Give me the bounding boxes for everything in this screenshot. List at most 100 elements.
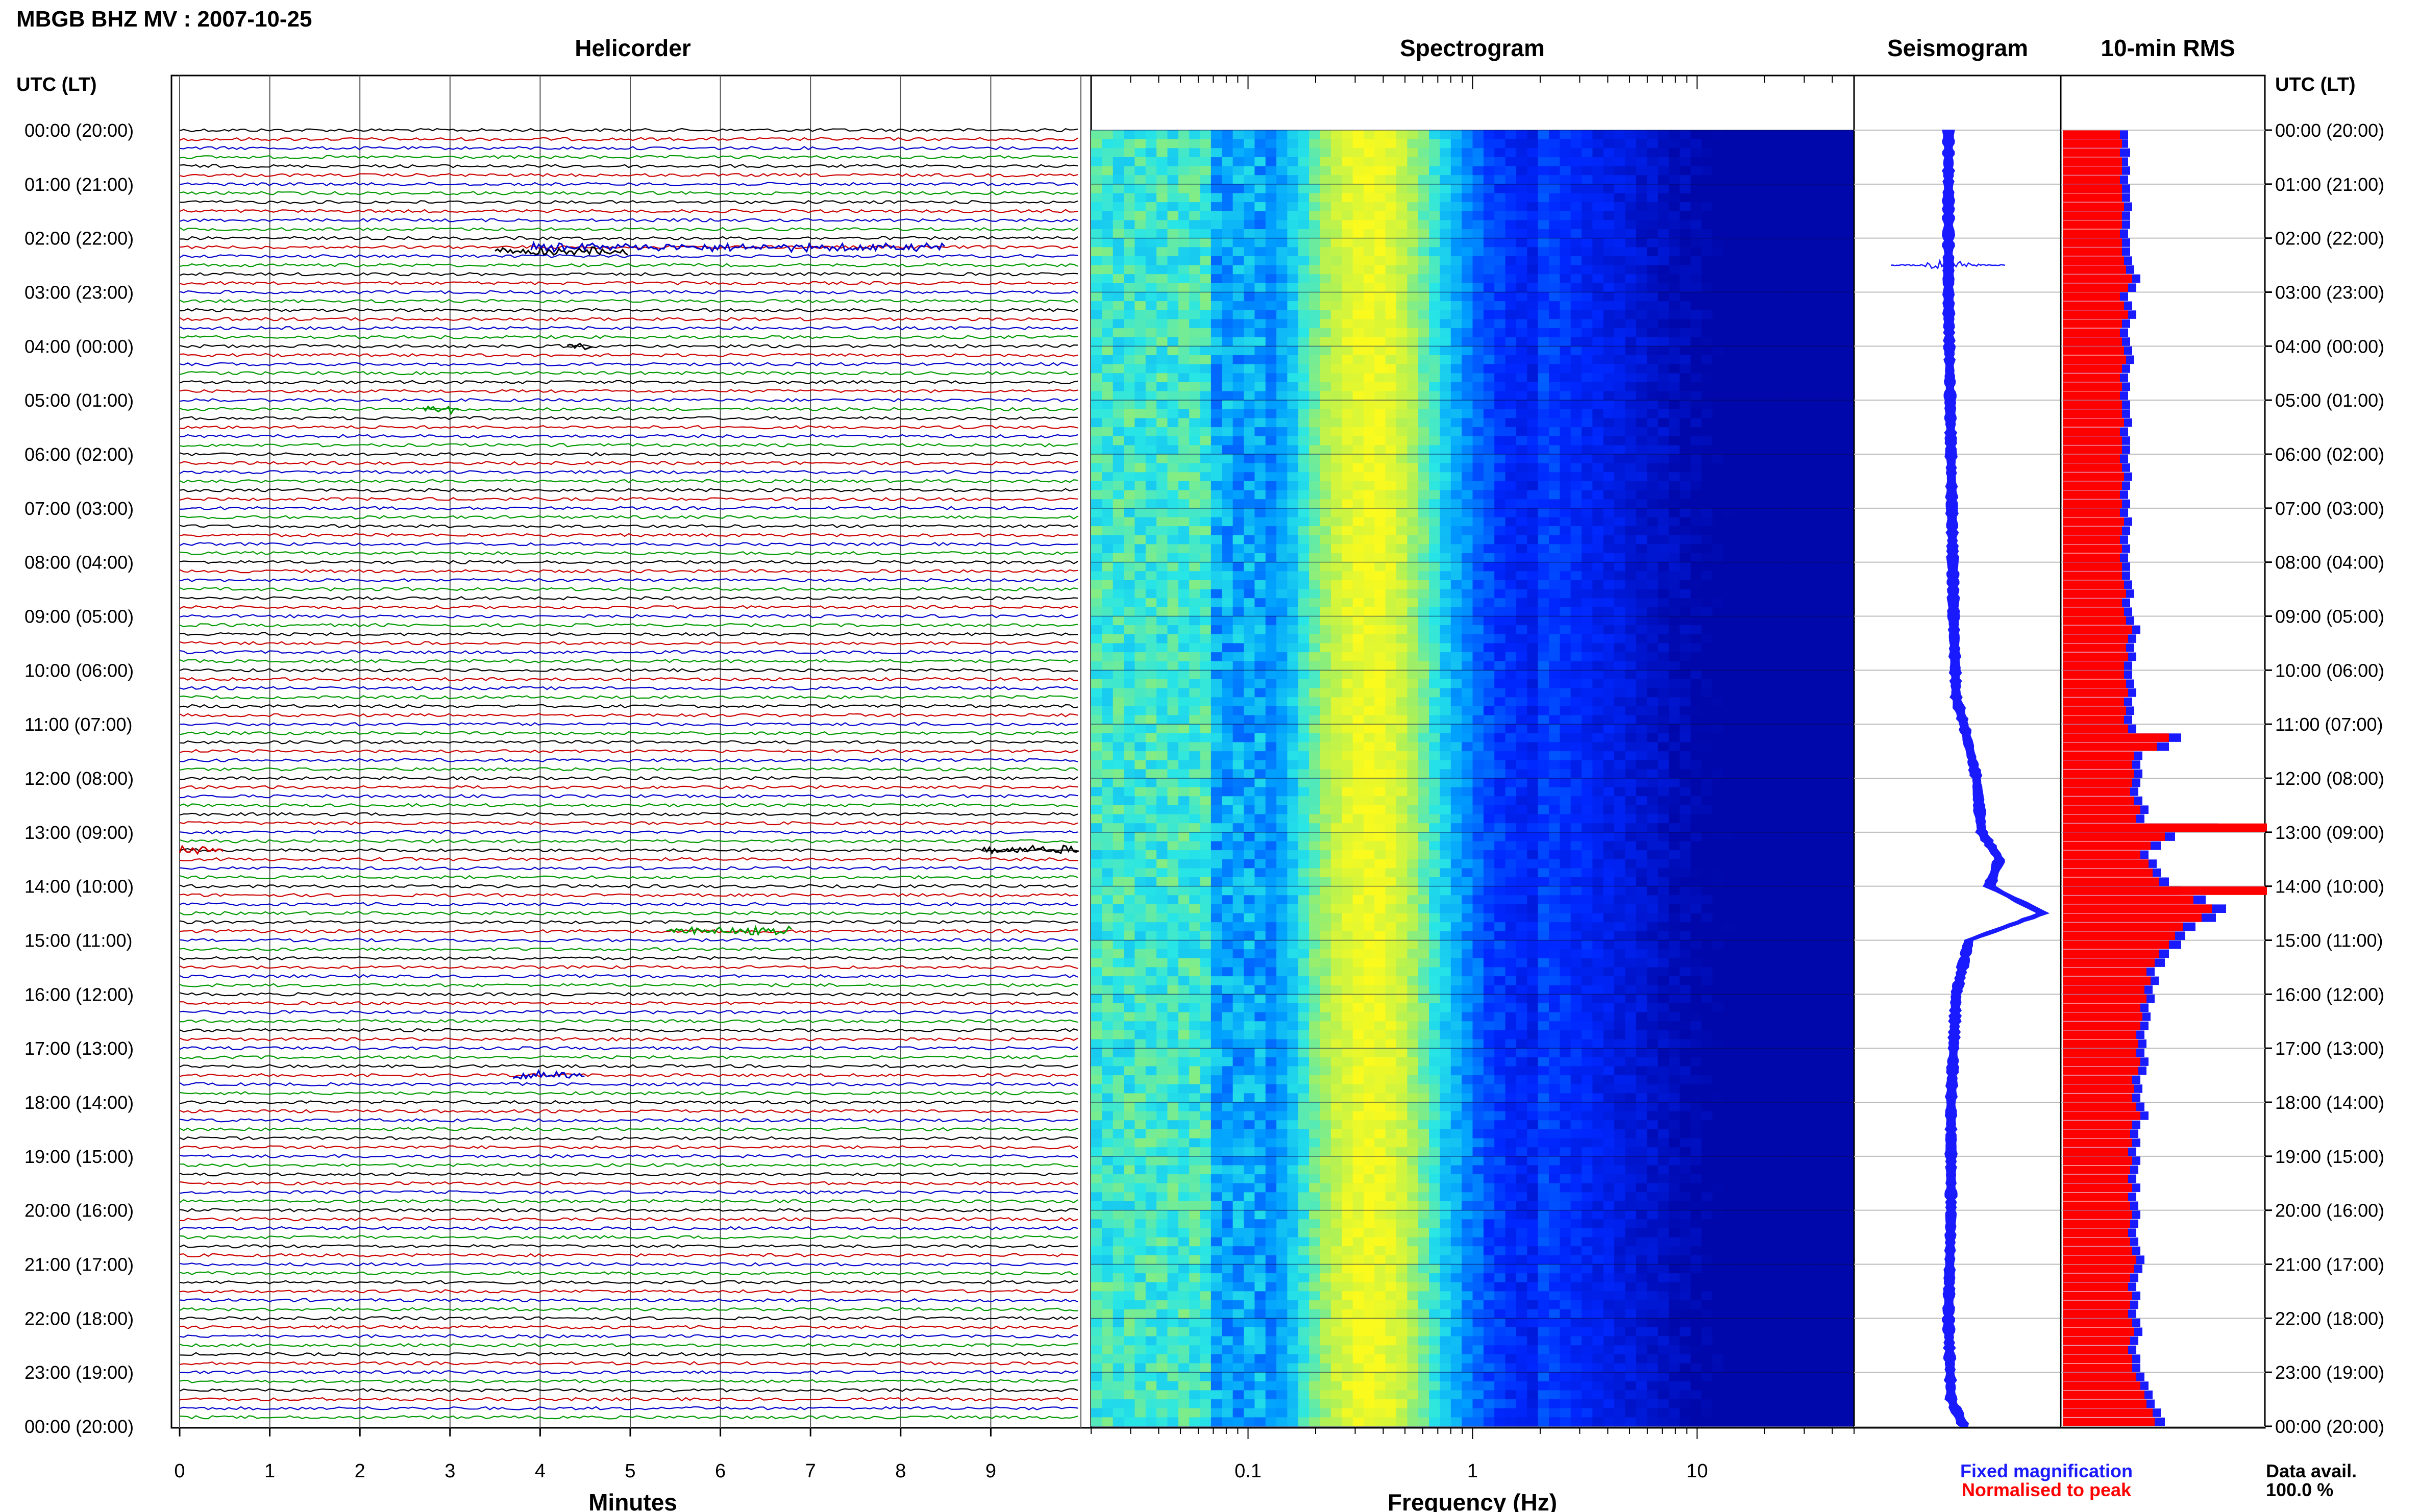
spectrogram-cell	[1668, 139, 1680, 148]
spectrogram-cell	[1211, 544, 1222, 554]
spectrogram-cell	[1211, 391, 1222, 401]
spectrogram-cell	[1211, 463, 1222, 473]
spectrogram-cell	[1113, 688, 1124, 698]
spectrogram-cell	[1668, 148, 1680, 158]
spectrogram-cell	[1505, 616, 1517, 626]
spectrogram-cell	[1680, 544, 1691, 554]
spectrogram-cell	[1767, 256, 1779, 266]
spectrogram-cell	[1767, 355, 1779, 365]
spectrogram-cell	[1244, 400, 1255, 410]
spectrogram-cell	[1549, 148, 1560, 158]
spectrogram-cell	[1189, 283, 1201, 293]
spectrogram-cell	[1091, 670, 1102, 680]
spectrogram-cell	[1745, 517, 1757, 527]
spectrogram-cell	[1189, 274, 1201, 284]
spectrogram-cell	[1091, 490, 1102, 500]
spectrogram-cell	[1778, 130, 1789, 140]
spectrogram-cell	[1254, 220, 1266, 230]
spectrogram-cell	[1320, 184, 1331, 193]
helicorder-trace	[179, 353, 1078, 358]
spectrogram-cell	[1788, 463, 1800, 473]
spectrogram-cell	[1276, 445, 1288, 455]
spectrogram-cell	[1352, 427, 1364, 437]
spectrogram-cell	[1102, 301, 1114, 311]
spectrogram-cell	[1549, 481, 1560, 491]
spectrogram-cell	[1516, 310, 1527, 319]
spectrogram-cell	[1538, 382, 1549, 392]
spectrogram-cell	[1680, 175, 1691, 185]
spectrogram-cell	[1091, 607, 1102, 617]
spectrogram-cell	[1189, 643, 1201, 653]
spectrogram-cell	[1505, 238, 1517, 247]
spectrogram-cell	[1690, 454, 1702, 464]
spectrogram-cell	[1832, 319, 1844, 329]
spectrogram-cell	[1167, 400, 1179, 410]
spectrogram-cell	[1527, 382, 1539, 392]
spectrogram-cell	[1244, 436, 1255, 445]
spectrogram-cell	[1244, 463, 1255, 473]
spectrogram-cell	[1767, 265, 1779, 275]
spectrogram-cell	[1625, 679, 1637, 689]
spectrogram-cell	[1091, 130, 1102, 140]
spectrogram-cell	[1494, 463, 1506, 473]
spectrogram-cell	[1516, 634, 1527, 643]
helicorder-trace	[179, 515, 1078, 519]
spectrogram-cell	[1832, 328, 1844, 338]
spectrogram-cell	[1734, 139, 1746, 148]
spectrogram-cell	[1178, 607, 1190, 617]
spectrogram-cell	[1113, 661, 1124, 671]
spectrogram-cell	[1712, 391, 1724, 401]
spectrogram-cell	[1592, 139, 1604, 148]
spectrogram-cell	[1778, 184, 1789, 193]
spectrogram-cell	[1429, 670, 1441, 680]
spectrogram-cell	[1483, 544, 1495, 554]
spectrogram-cell	[1647, 265, 1659, 275]
spectrogram-cell	[1505, 337, 1517, 346]
spectrogram-cell	[1570, 643, 1582, 653]
spectrogram-cell	[1450, 670, 1462, 680]
spectrogram-cell	[1712, 607, 1724, 617]
spectrogram-cell	[1189, 184, 1201, 193]
spectrogram-cell	[1483, 445, 1495, 455]
spectrogram-cell	[1407, 625, 1419, 635]
spectrogram-cell	[1276, 670, 1288, 680]
spectrogram-cell	[1625, 418, 1637, 428]
spectrogram-cell	[1527, 508, 1539, 517]
spectrogram-cell	[1690, 139, 1702, 148]
spectrogram-cell	[1440, 445, 1451, 455]
spectrogram-cell	[1734, 499, 1746, 509]
spectrogram-cell	[1570, 355, 1582, 365]
spectrogram-cell	[1592, 256, 1604, 266]
spectrogram-cell	[1124, 328, 1136, 338]
spectrogram-cell	[1102, 229, 1114, 239]
spectrogram-cell	[1625, 166, 1637, 176]
spectrogram-cell	[1178, 499, 1190, 509]
spectrogram-cell	[1222, 562, 1233, 572]
spectrogram-cell	[1156, 319, 1168, 329]
spectrogram-cell	[1494, 679, 1506, 689]
spectrogram-cell	[1418, 220, 1429, 230]
spectrogram-cell	[1788, 652, 1800, 662]
spectrogram-cell	[1538, 499, 1549, 509]
spectrogram-cell	[1658, 490, 1669, 500]
spectrogram-cell	[1712, 445, 1724, 455]
spectrogram-cell	[1222, 445, 1233, 455]
spectrogram-cell	[1330, 634, 1342, 643]
spectrogram-cell	[1232, 625, 1244, 635]
spectrogram-cell	[1832, 481, 1844, 491]
spectrogram-cell	[1222, 301, 1233, 311]
spectrogram-cell	[1418, 607, 1429, 617]
spectrogram-cell	[1516, 139, 1527, 148]
spectrogram-cell	[1505, 400, 1517, 410]
spectrogram-cell	[1156, 175, 1168, 185]
spectrogram-cell	[1680, 571, 1691, 581]
helicorder-trace	[179, 1073, 1078, 1078]
spectrogram-cell	[1374, 706, 1386, 716]
spectrogram-cell	[1767, 625, 1779, 635]
spectrogram-cell	[1723, 652, 1735, 662]
spectrogram-cell	[1494, 139, 1506, 148]
spectrogram-cell	[1712, 400, 1724, 410]
spectrogram-cell	[1167, 679, 1179, 689]
spectrogram-cell	[1788, 409, 1800, 418]
spectrogram-cell	[1287, 337, 1299, 346]
